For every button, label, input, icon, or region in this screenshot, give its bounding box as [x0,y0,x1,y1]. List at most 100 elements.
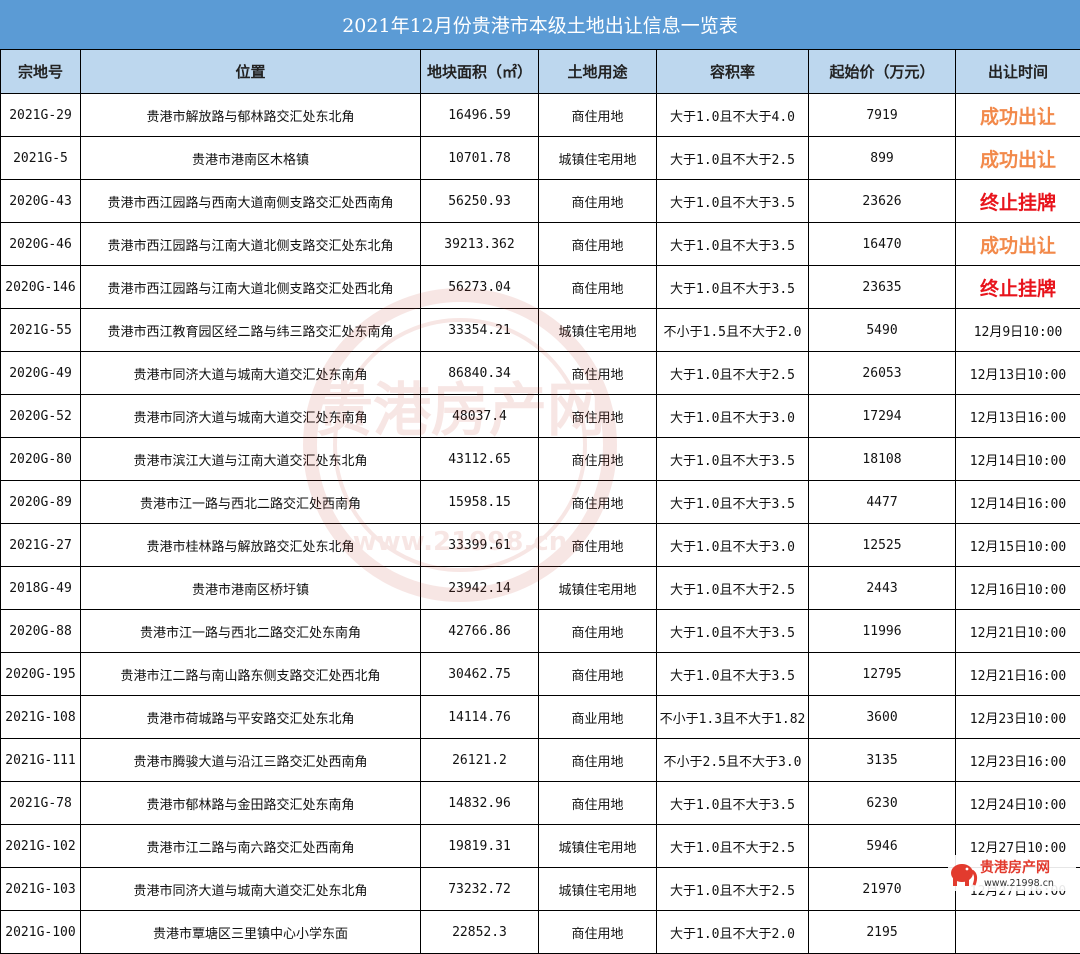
cell-land-use: 商住用地 [539,782,657,825]
cell-parcel-id: 2020G-80 [1,438,81,481]
cell-parcel-id: 2021G-27 [1,524,81,567]
cell-starting-price: 6230 [809,782,956,825]
cell-starting-price: 5490 [809,309,956,352]
cell-floor-area-ratio: 大于1.0且不大于3.0 [657,395,809,438]
cell-transfer-time: 成功出让 [956,223,1080,266]
cell-parcel-id: 2021G-78 [1,782,81,825]
cell-floor-area-ratio: 大于1.0且不大于3.5 [657,610,809,653]
header-location: 位置 [81,50,421,94]
cell-area: 86840.34 [421,352,539,395]
cell-location: 贵港市江二路与南山路东侧支路交汇处西北角 [81,653,421,696]
header-starting-price: 起始价（万元） [809,50,956,94]
cell-land-use: 商住用地 [539,438,657,481]
cell-parcel-id: 2021G-102 [1,825,81,868]
cell-area: 33354.21 [421,309,539,352]
header-land-use: 土地用途 [539,50,657,94]
cell-transfer-time: 成功出让 [956,94,1080,137]
cell-parcel-id: 2020G-43 [1,180,81,223]
cell-starting-price: 5946 [809,825,956,868]
cell-parcel-id: 2020G-52 [1,395,81,438]
cell-floor-area-ratio: 大于1.0且不大于3.5 [657,180,809,223]
cell-parcel-id: 2020G-195 [1,653,81,696]
cell-starting-price: 3600 [809,696,956,739]
cell-area: 56273.04 [421,266,539,309]
cell-location: 贵港市覃塘区三里镇中心小学东面 [81,911,421,954]
cell-location: 贵港市荷城路与平安路交汇处东北角 [81,696,421,739]
cell-land-use: 城镇住宅用地 [539,137,657,180]
cell-floor-area-ratio: 大于1.0且不大于4.0 [657,94,809,137]
cell-location: 贵港市西江教育园区经二路与纬三路交汇处东南角 [81,309,421,352]
cell-parcel-id: 2021G-111 [1,739,81,782]
cell-starting-price: 2443 [809,567,956,610]
cell-location: 贵港市西江园路与江南大道北侧支路交汇处西北角 [81,266,421,309]
cell-area: 19819.31 [421,825,539,868]
cell-land-use: 商住用地 [539,911,657,954]
cell-land-use: 商住用地 [539,352,657,395]
cell-transfer-time: 成功出让 [956,137,1080,180]
cell-land-use: 商住用地 [539,266,657,309]
cell-parcel-id: 2021G-29 [1,94,81,137]
cell-floor-area-ratio: 大于1.0且不大于2.0 [657,911,809,954]
cell-area: 73232.72 [421,868,539,911]
cell-floor-area-ratio: 大于1.0且不大于3.5 [657,223,809,266]
cell-transfer-time: 12月14日16:00 [956,481,1080,524]
cell-transfer-time: 12月9日10:00 [956,309,1080,352]
cell-area: 22852.3 [421,911,539,954]
cell-transfer-time: 12月16日10:00 [956,567,1080,610]
cell-parcel-id: 2021G-108 [1,696,81,739]
cell-floor-area-ratio: 大于1.0且不大于2.5 [657,567,809,610]
cell-parcel-id: 2020G-46 [1,223,81,266]
cell-floor-area-ratio: 不小于1.5且不大于2.0 [657,309,809,352]
cell-floor-area-ratio: 大于1.0且不大于3.5 [657,266,809,309]
site-logo: 贵港房产网 www.21998.cn [948,855,1076,891]
cell-area: 30462.75 [421,653,539,696]
cell-land-use: 商住用地 [539,180,657,223]
cell-starting-price: 23635 [809,266,956,309]
cell-starting-price: 2195 [809,911,956,954]
cell-starting-price: 899 [809,137,956,180]
cell-starting-price: 23626 [809,180,956,223]
cell-land-use: 城镇住宅用地 [539,868,657,911]
header-parcel-id: 宗地号 [1,50,81,94]
cell-land-use: 商住用地 [539,524,657,567]
cell-starting-price: 12525 [809,524,956,567]
cell-land-use: 城镇住宅用地 [539,567,657,610]
header-row: 宗地号 位置 地块面积（㎡） 土地用途 容积率 起始价（万元） 出让时间 [1,50,1080,94]
cell-area: 43112.65 [421,438,539,481]
cell-land-use: 商住用地 [539,610,657,653]
cell-starting-price: 16470 [809,223,956,266]
cell-land-use: 城镇住宅用地 [539,309,657,352]
cell-land-use: 商住用地 [539,94,657,137]
cell-transfer-time: 终止挂牌 [956,266,1080,309]
cell-land-use: 商住用地 [539,395,657,438]
cell-area: 15958.15 [421,481,539,524]
cell-parcel-id: 2020G-89 [1,481,81,524]
cell-parcel-id: 2021G-103 [1,868,81,911]
cell-transfer-time: 12月23日16:00 [956,739,1080,782]
cell-location: 贵港市西江园路与江南大道北侧支路交汇处东北角 [81,223,421,266]
cell-area: 48037.4 [421,395,539,438]
header-floor-area-ratio: 容积率 [657,50,809,94]
cell-parcel-id: 2020G-49 [1,352,81,395]
cell-floor-area-ratio: 大于1.0且不大于3.0 [657,524,809,567]
cell-starting-price: 26053 [809,352,956,395]
cell-starting-price: 11996 [809,610,956,653]
cell-starting-price: 18108 [809,438,956,481]
cell-location: 贵港市腾骏大道与沿江三路交汇处西南角 [81,739,421,782]
cell-starting-price: 3135 [809,739,956,782]
cell-area: 33399.61 [421,524,539,567]
cell-transfer-time: 终止挂牌 [956,180,1080,223]
